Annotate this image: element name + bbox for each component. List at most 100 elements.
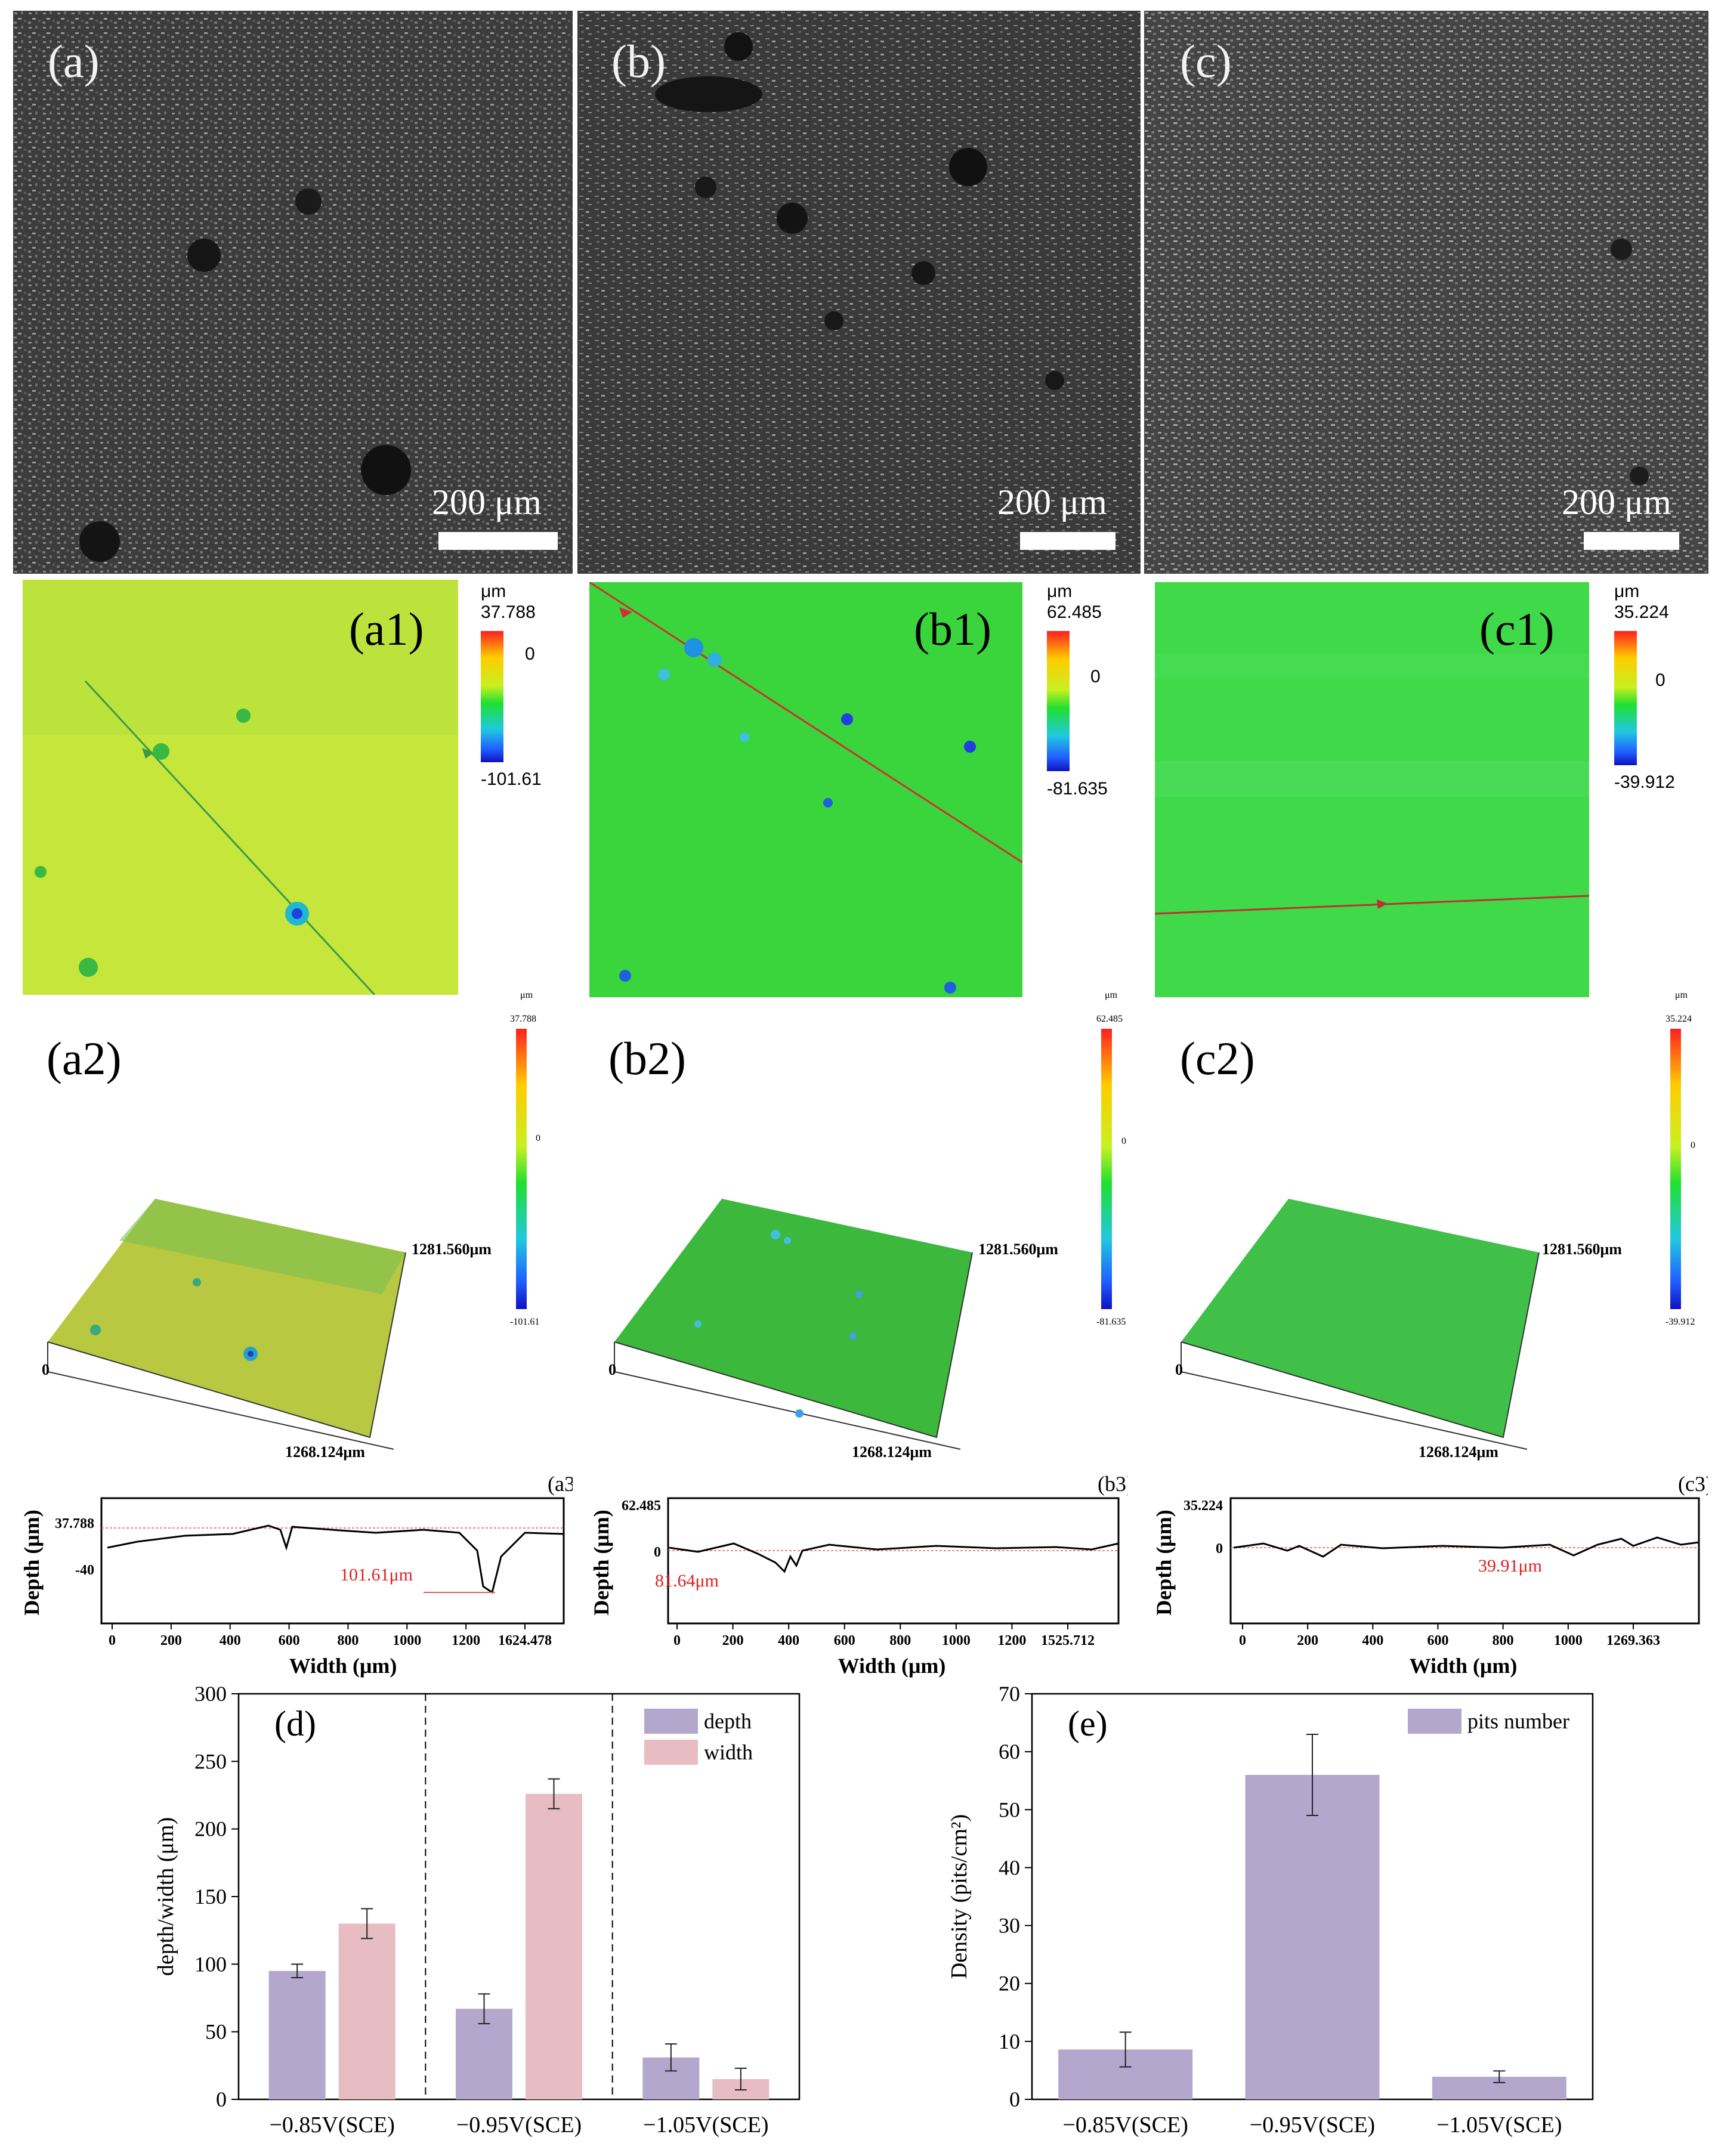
dim-x-a2: 1268.124μm: [285, 1443, 365, 1461]
profile-b3-label: (b3): [1098, 1472, 1127, 1496]
height-map-a1: [23, 580, 458, 995]
colorbar-a1-min: -101.61: [481, 769, 542, 789]
profile-a3-xlabel: Width (μm): [289, 1654, 397, 1678]
profile-xtick-label: 0: [673, 1633, 681, 1648]
colorbar-a2: [516, 1029, 527, 1309]
chart-e: 0 10 20 30 40 50 60 70 Density (pits/cm²) −0.85V(…: [931, 1682, 1599, 2153]
profile-c3-ytick-top: 35.224: [1183, 1498, 1223, 1514]
surface-3d-c2-graphic: [1181, 1199, 1540, 1450]
bar-depth: [268, 1971, 326, 2099]
panel-label-c2: (c2): [1180, 1032, 1255, 1084]
legend-label: width: [704, 1740, 753, 1764]
surface-3d-c2: [1169, 1187, 1551, 1455]
colorbar-c2-min: -39.912: [1665, 1317, 1695, 1327]
colorbar-c1-unit: μm: [1614, 581, 1640, 601]
profile-xtick-label: 800: [337, 1633, 359, 1648]
surface-3d-a2: [36, 1187, 418, 1455]
y-tick-label: 300: [194, 1682, 227, 1706]
dim-y-c2: 1281.560μm: [1542, 1241, 1622, 1258]
panel-label-c: (c): [1180, 35, 1232, 87]
micrograph-c-texture: [1144, 11, 1708, 574]
colorbar-c1-gradient: [1614, 631, 1637, 765]
colorbar-b1: [1047, 631, 1070, 771]
profile-xtick-label: 1269.363: [1606, 1633, 1660, 1648]
legend-swatch: [1408, 1709, 1461, 1734]
micrograph-c: [1144, 11, 1708, 574]
profile-xtick-label: 600: [834, 1633, 855, 1648]
colorbar-a2-min: -101.61: [510, 1317, 540, 1327]
height-map-b1-graphic: [589, 582, 1022, 997]
x-category-label: −1.05V(SCE): [643, 2112, 768, 2138]
colorbar-a2-zero: 0: [536, 1133, 540, 1143]
profile-xtick-label: 400: [220, 1633, 241, 1648]
profile-b3-ylabel: Depth (μm): [589, 1509, 613, 1615]
colorbar-c1-zero: 0: [1655, 670, 1665, 690]
y-tick-label: 250: [194, 1749, 227, 1773]
colorbar-b1-max: 62.485: [1047, 602, 1102, 622]
profile-c3-graphic: 35.224 0 39.91μm (c3) Width (μm) Depth (…: [1152, 1472, 1713, 1678]
profile-b3-xticks: 0 200 400 600 800 1000 1200 1525.712: [673, 1623, 1095, 1648]
profile-xtick-label: 1000: [1554, 1633, 1583, 1648]
surface-3d-a2-graphic: [47, 1199, 406, 1450]
profile-xtick-label: 600: [1427, 1633, 1449, 1648]
height-map-b1: [589, 582, 1022, 997]
panel-label-b: (b): [611, 35, 666, 87]
legend-swatch: [644, 1709, 698, 1734]
y-tick-label: 200: [194, 1817, 227, 1841]
profile-a3: 37.788 -40 101.61μm (a3) Width (μm) Dept…: [6, 1467, 582, 1682]
surface-3d-b2: [602, 1187, 984, 1455]
colorbar-c2-unit: μm: [1675, 990, 1688, 1000]
bar-pits-number: [1245, 1775, 1380, 2099]
profile-a3-ylabel: Depth (μm): [20, 1509, 44, 1615]
y-tick-label: 30: [999, 1914, 1020, 1938]
colorbar-b2: [1101, 1029, 1112, 1309]
y-axis-label: depth/width (μm): [153, 1817, 178, 1976]
height-map-c1: [1155, 582, 1589, 997]
scale-bar-c: [1584, 532, 1679, 550]
colorbar-b2-unit: μm: [1105, 990, 1118, 1000]
height-map-b1-fill: [589, 582, 1022, 997]
colorbar-b2-gradient: [1101, 1029, 1112, 1309]
profile-xtick-label: 400: [778, 1633, 799, 1648]
profile-a3-xticks: 0 200 400 600 800 1000 1200 1624.478: [109, 1623, 552, 1648]
micrograph-a-texture: [13, 11, 573, 574]
panel-label-c1: (c1): [1479, 603, 1555, 655]
profile-b3-ytick-top: 62.485: [622, 1498, 661, 1514]
colorbar-a2-max: 37.788: [510, 1014, 536, 1024]
x-category-label: −0.85V(SCE): [269, 2112, 394, 2138]
profile-xtick-label: 1200: [997, 1633, 1026, 1648]
colorbar-b1-min: -81.635: [1047, 779, 1108, 799]
profile-c3-ylabel: Depth (μm): [1152, 1509, 1176, 1615]
colorbar-c1-max: 35.224: [1614, 602, 1669, 622]
y-tick-label: 70: [999, 1682, 1020, 1706]
y-tick-label: 50: [999, 1798, 1020, 1821]
colorbar-c1-min: -39.912: [1614, 772, 1675, 792]
scale-bar-b: [1020, 532, 1115, 550]
profile-a3-ytick-mid: -40: [75, 1563, 94, 1578]
panel-label-a: (a): [48, 35, 100, 87]
profile-xtick-label: 1000: [942, 1633, 971, 1648]
colorbar-a1-max: 37.788: [481, 602, 536, 622]
x-category-label: −1.05V(SCE): [1436, 2112, 1562, 2138]
height-map-c1-graphic: [1155, 582, 1589, 997]
profile-xtick-label: 200: [1297, 1633, 1318, 1648]
profile-xtick-label: 800: [1492, 1633, 1514, 1648]
profile-a3-annotation: 101.61μm: [340, 1565, 413, 1585]
y-tick-label: 150: [194, 1885, 227, 1908]
y-tick-label: 60: [999, 1740, 1020, 1764]
height-map-c1-fill: [1155, 582, 1589, 997]
profile-xtick-label: 800: [889, 1633, 911, 1648]
panel-label-a2: (a2): [47, 1032, 122, 1084]
colorbar-a1-zero: 0: [525, 644, 535, 664]
x-category-label: −0.85V(SCE): [1062, 2112, 1188, 2138]
origin-a2: 0: [42, 1361, 50, 1378]
chart-panel-label: (e): [1068, 1704, 1108, 1743]
bar-width: [526, 1793, 582, 2099]
origin-b2: 0: [608, 1361, 616, 1378]
profile-a3-graphic: 37.788 -40 101.61μm (a3) Width (μm) Dept…: [20, 1472, 582, 1678]
chart-panel-label: (d): [274, 1704, 316, 1743]
y-tick-label: 40: [999, 1855, 1020, 1879]
micrograph-b-texture: [577, 11, 1141, 574]
height-map-a1-graphic: [23, 580, 458, 995]
colorbar-a1: [481, 631, 503, 762]
